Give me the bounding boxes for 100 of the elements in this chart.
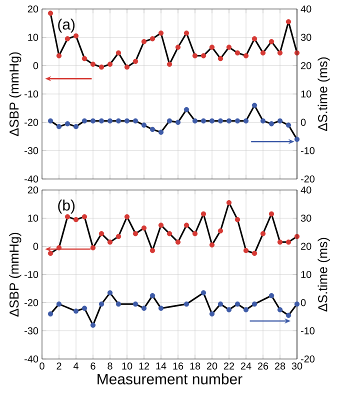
point xyxy=(150,126,156,132)
point xyxy=(82,214,88,220)
point xyxy=(243,53,249,58)
point xyxy=(277,118,283,124)
point xyxy=(200,290,206,296)
point xyxy=(166,231,172,236)
y-tick-label: 0 xyxy=(33,242,38,250)
point xyxy=(218,56,224,62)
point xyxy=(268,38,274,44)
point xyxy=(209,242,215,248)
point xyxy=(277,240,283,245)
point xyxy=(209,118,215,124)
point xyxy=(48,10,54,16)
point xyxy=(226,200,232,206)
point xyxy=(166,62,172,67)
point xyxy=(243,248,249,254)
y-tick-label: 0 xyxy=(33,62,38,70)
point xyxy=(48,250,54,256)
point xyxy=(141,38,147,44)
point xyxy=(90,62,96,67)
point xyxy=(192,231,198,236)
y2-tick-label: 0 xyxy=(300,118,306,126)
point xyxy=(116,234,122,240)
x-tick-label: 30 xyxy=(292,362,302,370)
point xyxy=(82,306,88,311)
point xyxy=(268,211,274,217)
point xyxy=(150,36,156,42)
point xyxy=(158,130,164,135)
x-tick-label: 4 xyxy=(73,362,78,370)
point xyxy=(200,118,206,124)
point xyxy=(234,118,240,124)
point xyxy=(226,44,232,50)
point xyxy=(158,222,164,228)
point xyxy=(252,36,258,42)
point xyxy=(184,106,190,112)
point xyxy=(184,301,190,307)
point xyxy=(64,121,70,126)
point xyxy=(73,124,79,130)
point xyxy=(234,216,240,222)
point xyxy=(82,118,88,124)
point xyxy=(64,214,70,220)
point xyxy=(107,290,113,296)
y-axis-title: ΔSBP (mmHg) xyxy=(9,52,22,136)
point xyxy=(260,50,266,56)
point xyxy=(98,231,104,236)
point xyxy=(116,50,122,56)
x-tick-label: 18 xyxy=(190,362,200,370)
point xyxy=(82,56,88,62)
point xyxy=(286,240,292,245)
x-tick-label: 2 xyxy=(56,362,62,370)
point xyxy=(277,307,283,312)
point xyxy=(124,64,130,70)
y2-axis-title: ΔS.time (ms) xyxy=(318,238,330,312)
y-tick-label: 20 xyxy=(28,5,38,13)
point xyxy=(268,293,274,298)
point xyxy=(158,306,164,311)
point xyxy=(252,250,258,256)
point xyxy=(48,311,54,317)
point xyxy=(90,118,96,124)
y-tick-label: -20 xyxy=(24,118,38,126)
y-tick-label: -40 xyxy=(24,355,38,363)
point xyxy=(124,118,130,124)
x-tick-label: 12 xyxy=(139,362,150,370)
point xyxy=(98,118,104,124)
point xyxy=(192,53,198,58)
y-tick-label: 10 xyxy=(28,214,38,222)
y-tick-label: 10 xyxy=(28,34,38,41)
point xyxy=(107,118,113,124)
x-tick-label: 6 xyxy=(90,362,96,370)
y2-tick-label: -20 xyxy=(300,355,315,363)
y2-tick-label: -20 xyxy=(300,175,315,183)
y-tick-label: -10 xyxy=(24,90,38,98)
point xyxy=(200,53,206,58)
point xyxy=(56,124,62,130)
y-tick-label: -20 xyxy=(24,299,38,306)
y2-tick-label: 40 xyxy=(300,5,312,13)
point xyxy=(56,53,62,58)
x-tick-label: 26 xyxy=(258,362,268,370)
x-tick-label: 22 xyxy=(224,362,234,370)
point xyxy=(166,118,172,124)
point xyxy=(98,64,104,70)
point xyxy=(226,118,232,124)
x-tick-label: 14 xyxy=(156,362,166,370)
point xyxy=(192,118,198,124)
point xyxy=(175,120,181,125)
y2-tick-label: 20 xyxy=(301,62,312,70)
y-tick-label: -30 xyxy=(24,147,38,154)
annotation: (b) xyxy=(58,200,75,214)
point xyxy=(218,228,224,234)
point xyxy=(124,214,130,220)
y2-tick-label: 10 xyxy=(301,270,312,278)
point xyxy=(218,301,224,307)
point xyxy=(175,240,181,245)
point xyxy=(150,293,156,298)
point xyxy=(141,306,147,311)
point xyxy=(158,30,164,36)
y2-tick-label: 40 xyxy=(300,186,312,194)
y2-tick-label: 30 xyxy=(300,214,312,222)
point xyxy=(268,121,274,126)
point xyxy=(64,36,70,42)
